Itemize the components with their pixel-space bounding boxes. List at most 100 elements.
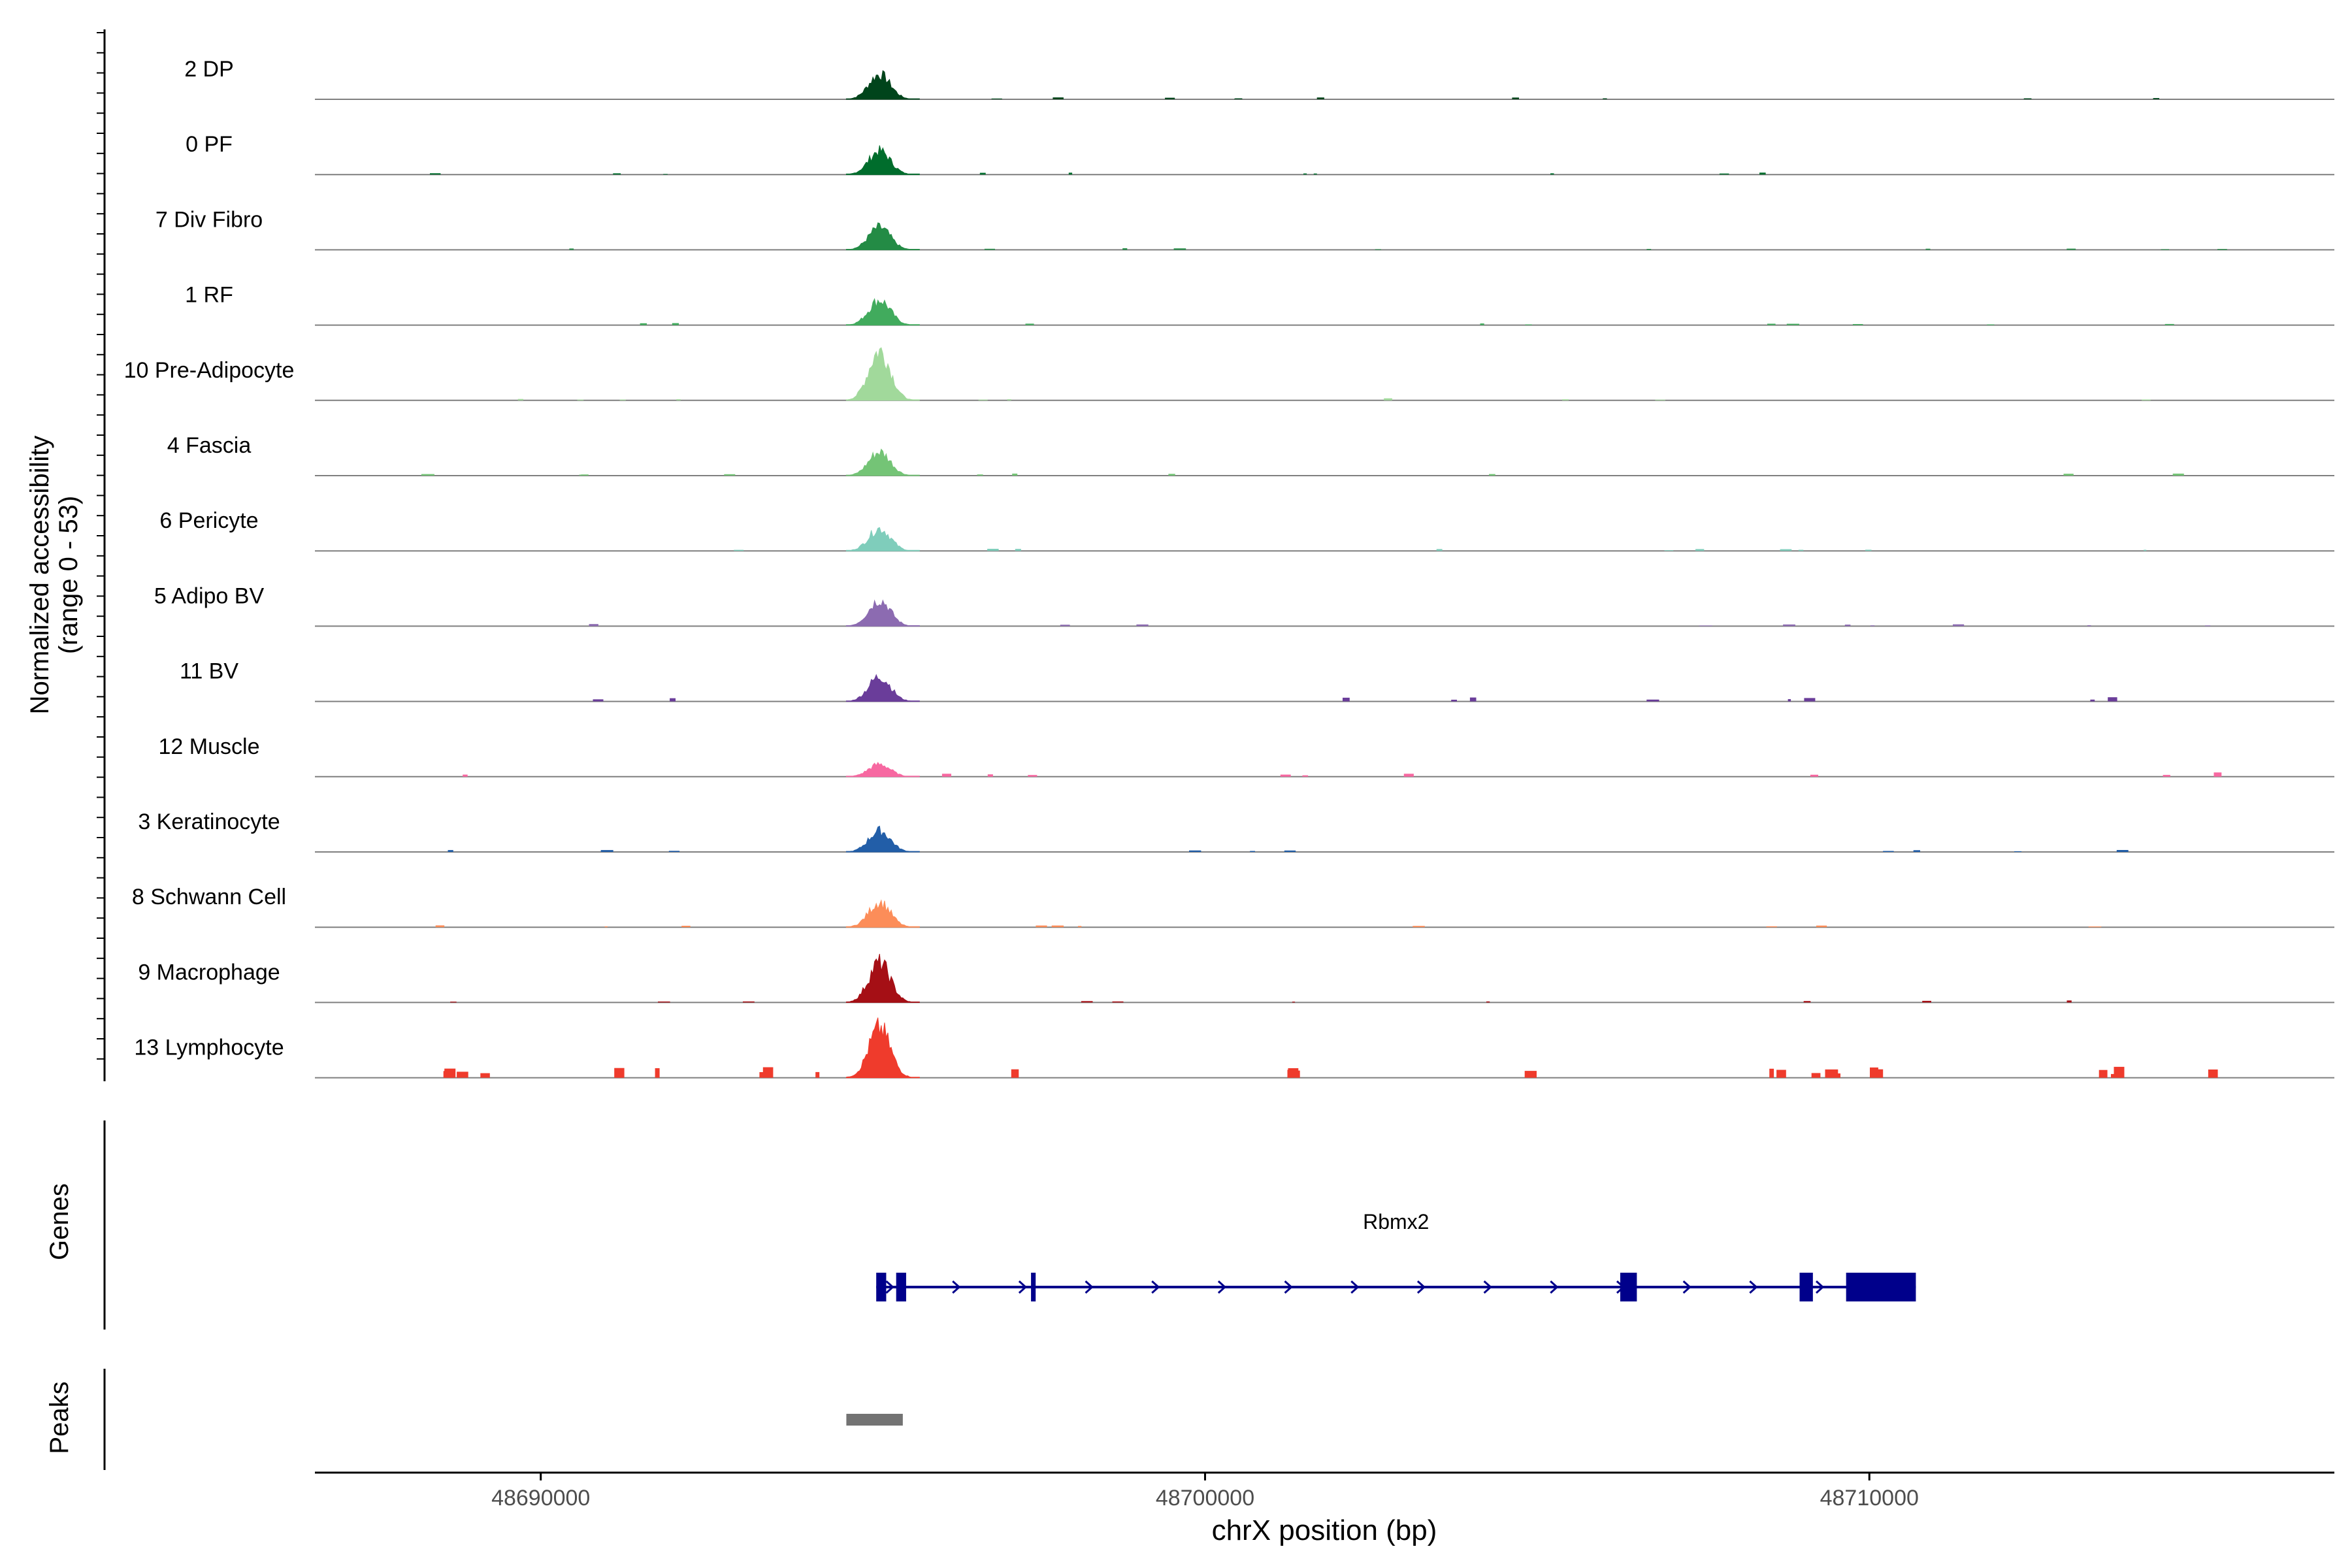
accessibility-peak [845,674,920,702]
track-9-macrophage: 9 Macrophage [138,954,2334,1004]
accessibility-signal [2144,549,2147,551]
track-label: 11 BV [180,659,238,684]
accessibility-signal [1852,324,1863,325]
y-axis-title: Normalized accessibility (range 0 - 53) [25,436,83,715]
accessibility-signal [1550,173,1554,175]
accessibility-signal [1077,926,1082,928]
track-label: 5 Adipo BV [154,583,265,608]
accessibility-peak [845,954,920,1003]
track-11-bv: 11 BV [180,659,2334,702]
accessibility-signal [1302,775,1309,777]
accessibility-signal [1486,1001,1490,1003]
accessibility-signal [1081,1001,1093,1003]
x-tick-label: 48700000 [1156,1486,1254,1511]
track-8-schwann-cell: 8 Schwann Cell [132,885,2334,928]
accessibility-signal [1646,699,1659,702]
accessibility-signal [1883,851,1894,852]
accessibility-signal [1953,624,1965,627]
track-5-adipo-bv: 5 Adipo BV [154,583,2334,627]
accessibility-peak [845,145,920,175]
strand-arrow [1416,1280,1426,1294]
peak-region [846,1414,903,1426]
accessibility-signal [1664,550,1674,551]
accessibility-peak [845,899,920,928]
accessibility-signal [2116,850,2129,852]
gene-exon [1846,1273,1916,1301]
accessibility-signal [579,474,587,476]
track-label: 3 Keratinocyte [138,809,280,834]
track-label: 1 RF [185,283,233,308]
accessibility-signal [1719,173,1729,175]
gene-name: Rbmx2 [1363,1210,1429,1233]
strand-arrow [1682,1280,1691,1294]
gene-exon [1031,1273,1036,1301]
accessibility-signal [600,850,613,852]
accessibility-signal [1303,173,1307,175]
accessibility-signal [1562,399,1569,400]
accessibility-signal [2153,98,2159,99]
accessibility-signal [1646,249,1652,250]
accessibility-signal [2205,625,2211,627]
accessibility-signal [589,624,598,627]
accessibility-peak [845,222,920,250]
accessibility-signal [2063,474,2074,476]
accessibility-signal [743,1001,755,1003]
y-axis-title-line2: (range 0 - 53) [54,496,83,654]
accessibility-signal [1759,172,1766,175]
accessibility-peak [845,298,920,326]
accessibility-signal [1489,474,1495,476]
accessibility-signal [2172,473,2184,476]
accessibility-signal [1112,1001,1124,1003]
accessibility-signal [979,172,986,175]
strand-arrow [1151,1280,1160,1294]
accessibility-signal [640,323,647,325]
accessibility-signal [480,1073,490,1078]
track-label: 0 PF [186,132,233,157]
accessibility-signal [1136,624,1149,627]
track-6-pericyte: 6 Pericyte [159,508,2334,552]
accessibility-signal [658,1001,670,1003]
accessibility-signal [1816,925,1827,928]
x-axis-title: chrX position (bp) [1212,1514,1437,1546]
accessibility-signal [1235,98,1243,99]
accessibility-signal [421,474,434,476]
accessibility-signal [457,1071,468,1078]
accessibility-signal [1870,625,1875,627]
accessibility-signal [1810,774,1818,777]
accessibility-signal [2099,1070,2108,1078]
accessibility-signal [2108,697,2117,702]
accessibility-signal [1769,1068,1774,1078]
accessibility-signal [2066,248,2076,250]
genes-label: Genes [45,1183,74,1260]
accessibility-signal [1051,925,1064,928]
accessibility-signal [1925,248,1931,250]
accessibility-signal [1699,625,1712,627]
accessibility-signal [1786,323,1799,325]
accessibility-signal [1783,624,1795,627]
accessibility-signal [1068,172,1073,175]
accessibility-signal [815,1071,820,1078]
accessibility-signal [1165,97,1175,99]
accessibility-signal [1413,926,1425,928]
accessibility-signal [734,549,744,551]
accessibility-signal [987,774,993,777]
accessibility-peak [845,825,920,853]
accessibility-signal [1012,473,1018,476]
strand-arrow [1749,1280,1758,1294]
accessibility-signal [2114,1066,2125,1078]
accessibility-signal [2066,1000,2072,1003]
track-4-fascia: 4 Fascia [167,433,2334,476]
accessibility-signal [1280,774,1291,777]
accessibility-signal [2090,699,2095,702]
strand-arrow [1018,1280,1028,1294]
accessibility-signal [1036,925,1047,928]
accessibility-signal [1766,926,1777,928]
track-label: 8 Schwann Cell [132,885,286,909]
accessibility-signal [1025,323,1034,325]
y-axis-title-line1: Normalized accessibility [25,436,54,715]
accessibility-signal [2208,1070,2218,1078]
accessibility-signal [2217,249,2227,250]
strand-arrow [1483,1280,1492,1294]
accessibility-signal [604,926,608,928]
accessibility-signal [1053,97,1064,99]
